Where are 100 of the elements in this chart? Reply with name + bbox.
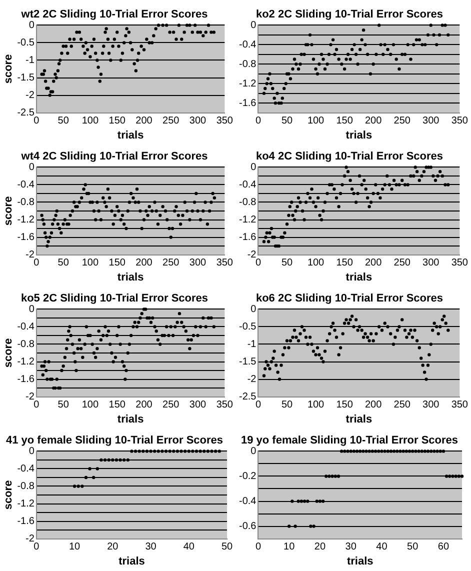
x-tick-label: 20 — [107, 542, 119, 553]
x-tick-label: 250 — [394, 258, 411, 269]
y-tick-label: -1.2 — [238, 214, 257, 226]
x-tick-label: 50 — [407, 542, 419, 553]
x-tick-label: 50 — [58, 258, 70, 269]
x-tick-label: 200 — [364, 258, 382, 269]
x-axis-title: trials — [118, 555, 145, 568]
x-tick-label: 100 — [82, 400, 99, 411]
x-tick-label: 20 — [314, 542, 326, 553]
x-tick-label: 150 — [336, 258, 354, 269]
y-tick-label: -0.4 — [17, 179, 35, 190]
y-tick-label: -0.8 — [17, 196, 35, 208]
y-tick-label: -0.4 — [238, 179, 257, 190]
chart-title: ko2 2C Sliding 10-Trial Error Scores — [256, 8, 444, 21]
y-axis-title: score — [2, 338, 15, 368]
x-tick-label: 150 — [108, 258, 126, 269]
x-tick-label: 350 — [451, 400, 468, 411]
x-tick-label: 350 — [216, 116, 234, 127]
x-tick-label: 100 — [82, 116, 99, 127]
x-tick-label: 250 — [162, 116, 180, 127]
y-axis-title: score — [2, 54, 15, 84]
y-tick-label: -1.5 — [17, 72, 35, 84]
x-tick-label: 30 — [145, 542, 157, 553]
x-tick-label: 300 — [422, 258, 440, 269]
y-tick-label: -2 — [247, 374, 257, 386]
y-tick-label: 0 — [28, 162, 35, 173]
x-tick-label: 300 — [189, 258, 207, 269]
y-tick-label: -1.2 — [17, 356, 35, 368]
x-axis-title: trials — [117, 413, 144, 426]
x-tick-label: 50 — [281, 116, 294, 127]
y-tick-label: -0.8 — [17, 338, 35, 350]
y-tick-label: -2 — [26, 534, 35, 545]
x-tick-label: 250 — [162, 400, 180, 411]
chart-title: ko4 2C Sliding 10-Trial Error Scores — [256, 150, 444, 163]
y-tick-label: 0 — [28, 304, 35, 315]
y-tick-label: -0.4 — [238, 496, 257, 508]
chart-title: wt2 2C Sliding 10-Trial Error Scores — [20, 8, 208, 21]
y-tick-label: -1.6 — [17, 516, 35, 528]
y-axis-title: score — [2, 480, 15, 510]
y-tick-label: -1 — [247, 338, 257, 350]
x-tick-label: 150 — [336, 116, 354, 127]
x-tick-label: 200 — [136, 400, 153, 411]
y-tick-label: -2 — [26, 392, 35, 403]
x-tick-label: 10 — [68, 542, 81, 553]
x-tick-label: 50 — [58, 116, 70, 127]
x-tick-label: 60 — [438, 542, 450, 553]
y-tick-label: -2.5 — [238, 392, 257, 403]
y-tick-label: 0 — [250, 20, 257, 31]
y-tick-label: -0.2 — [238, 470, 257, 482]
x-axis-title: trials — [346, 413, 372, 426]
y-tick-label: 0 — [28, 20, 35, 31]
x-tick-label: 350 — [216, 400, 234, 411]
x-tick-label: 50 — [281, 258, 294, 269]
x-tick-label: 150 — [336, 400, 354, 411]
x-axis-title: trials — [117, 271, 144, 284]
x-tick-label: 200 — [136, 116, 153, 127]
x-tick-label: 300 — [422, 400, 440, 411]
x-axis-title: trials — [346, 555, 374, 568]
y-tick-label: -1.5 — [238, 356, 257, 368]
x-tick-label: 300 — [189, 116, 207, 127]
x-tick-label: 40 — [376, 542, 388, 553]
x-tick-label: 350 — [451, 258, 468, 269]
y-tick-label: -0.6 — [238, 521, 257, 532]
y-tick-label: -2 — [26, 250, 35, 261]
y-tick-label: -0.4 — [17, 463, 35, 474]
x-tick-label: 50 — [281, 400, 294, 411]
x-tick-label: 50 — [58, 400, 70, 411]
x-tick-label: 50 — [221, 542, 233, 553]
y-axis-title: score — [2, 196, 15, 226]
chart-title: ko5 2C Sliding 10-Trial Error Scores — [20, 292, 208, 305]
x-tick-label: 100 — [82, 258, 99, 269]
x-tick-label: 300 — [422, 116, 440, 127]
y-tick-label: 0 — [250, 304, 257, 315]
y-tick-label: -1.6 — [238, 98, 257, 109]
y-tick-label: -0.4 — [238, 39, 257, 50]
y-tick-label: -0.8 — [17, 480, 35, 492]
y-tick-label: -1.2 — [17, 214, 35, 226]
y-tick-label: -2 — [247, 250, 257, 261]
x-tick-label: 250 — [394, 400, 411, 411]
y-tick-label: -0.8 — [238, 58, 257, 70]
x-tick-label: 350 — [216, 258, 234, 269]
x-axis-title: trials — [346, 271, 372, 284]
y-tick-label: -0.8 — [238, 196, 257, 208]
x-tick-label: 100 — [307, 116, 325, 127]
y-tick-label: -2.5 — [17, 108, 35, 119]
y-tick-label: -0.5 — [17, 37, 35, 48]
chart-title: ko6 2C Sliding 10-Trial Error Scores — [256, 292, 444, 305]
x-tick-label: 150 — [108, 400, 126, 411]
x-tick-label: 350 — [451, 116, 468, 127]
y-tick-label: 0 — [28, 446, 35, 457]
y-tick-label: 0 — [250, 162, 257, 173]
y-tick-label: -1.6 — [17, 374, 35, 386]
x-tick-label: 10 — [284, 542, 296, 553]
x-tick-label: 100 — [307, 400, 325, 411]
x-axis-title: trials — [346, 129, 372, 142]
x-tick-label: 40 — [183, 542, 195, 553]
x-tick-label: 100 — [307, 258, 325, 269]
y-tick-label: -1.6 — [238, 232, 257, 244]
y-tick-label: -1.2 — [17, 498, 35, 510]
x-tick-label: 250 — [162, 258, 180, 269]
